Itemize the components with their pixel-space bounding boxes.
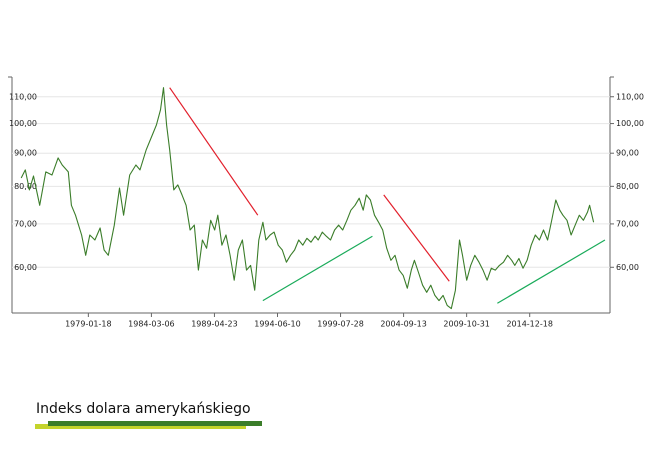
data-line	[20, 87, 595, 310]
chart-title: Indeks dolara amerykańskiego	[36, 401, 251, 417]
x-tick-label: 2014-12-18	[506, 320, 553, 329]
y-tick-label: 70,00	[14, 219, 37, 228]
y2-tick-label: 90,00	[616, 149, 639, 158]
x-tick-label: 1989-04-23	[191, 320, 238, 329]
x-tick-label: 2009-10-31	[443, 320, 490, 329]
title-underline	[35, 424, 246, 429]
y2-tick-label: 80,00	[616, 182, 639, 191]
title-underline	[48, 421, 262, 426]
trend-line	[383, 194, 450, 282]
y2-tick-label: 100,00	[616, 119, 644, 128]
y-tick-label: 90,00	[14, 149, 37, 158]
x-tick-label: 1994-06-10	[254, 320, 301, 329]
y-tick-label: 100,00	[9, 119, 37, 128]
y-tick-label: 80,00	[14, 182, 37, 191]
trend-line	[169, 87, 259, 216]
x-tick-label: 1979-01-18	[65, 320, 112, 329]
y2-tick-label: 70,00	[616, 219, 639, 228]
y-tick-label: 60,00	[14, 263, 37, 272]
trend-line	[497, 239, 606, 304]
y2-tick-label: 110,00	[616, 92, 644, 101]
y2-tick-label: 60,00	[616, 263, 639, 272]
x-tick-label: 2004-09-13	[380, 320, 427, 329]
x-tick-label: 1999-07-28	[317, 320, 364, 329]
x-tick-label: 1984-03-06	[128, 320, 175, 329]
trend-line	[262, 235, 373, 302]
y-tick-label: 110,00	[9, 92, 37, 101]
